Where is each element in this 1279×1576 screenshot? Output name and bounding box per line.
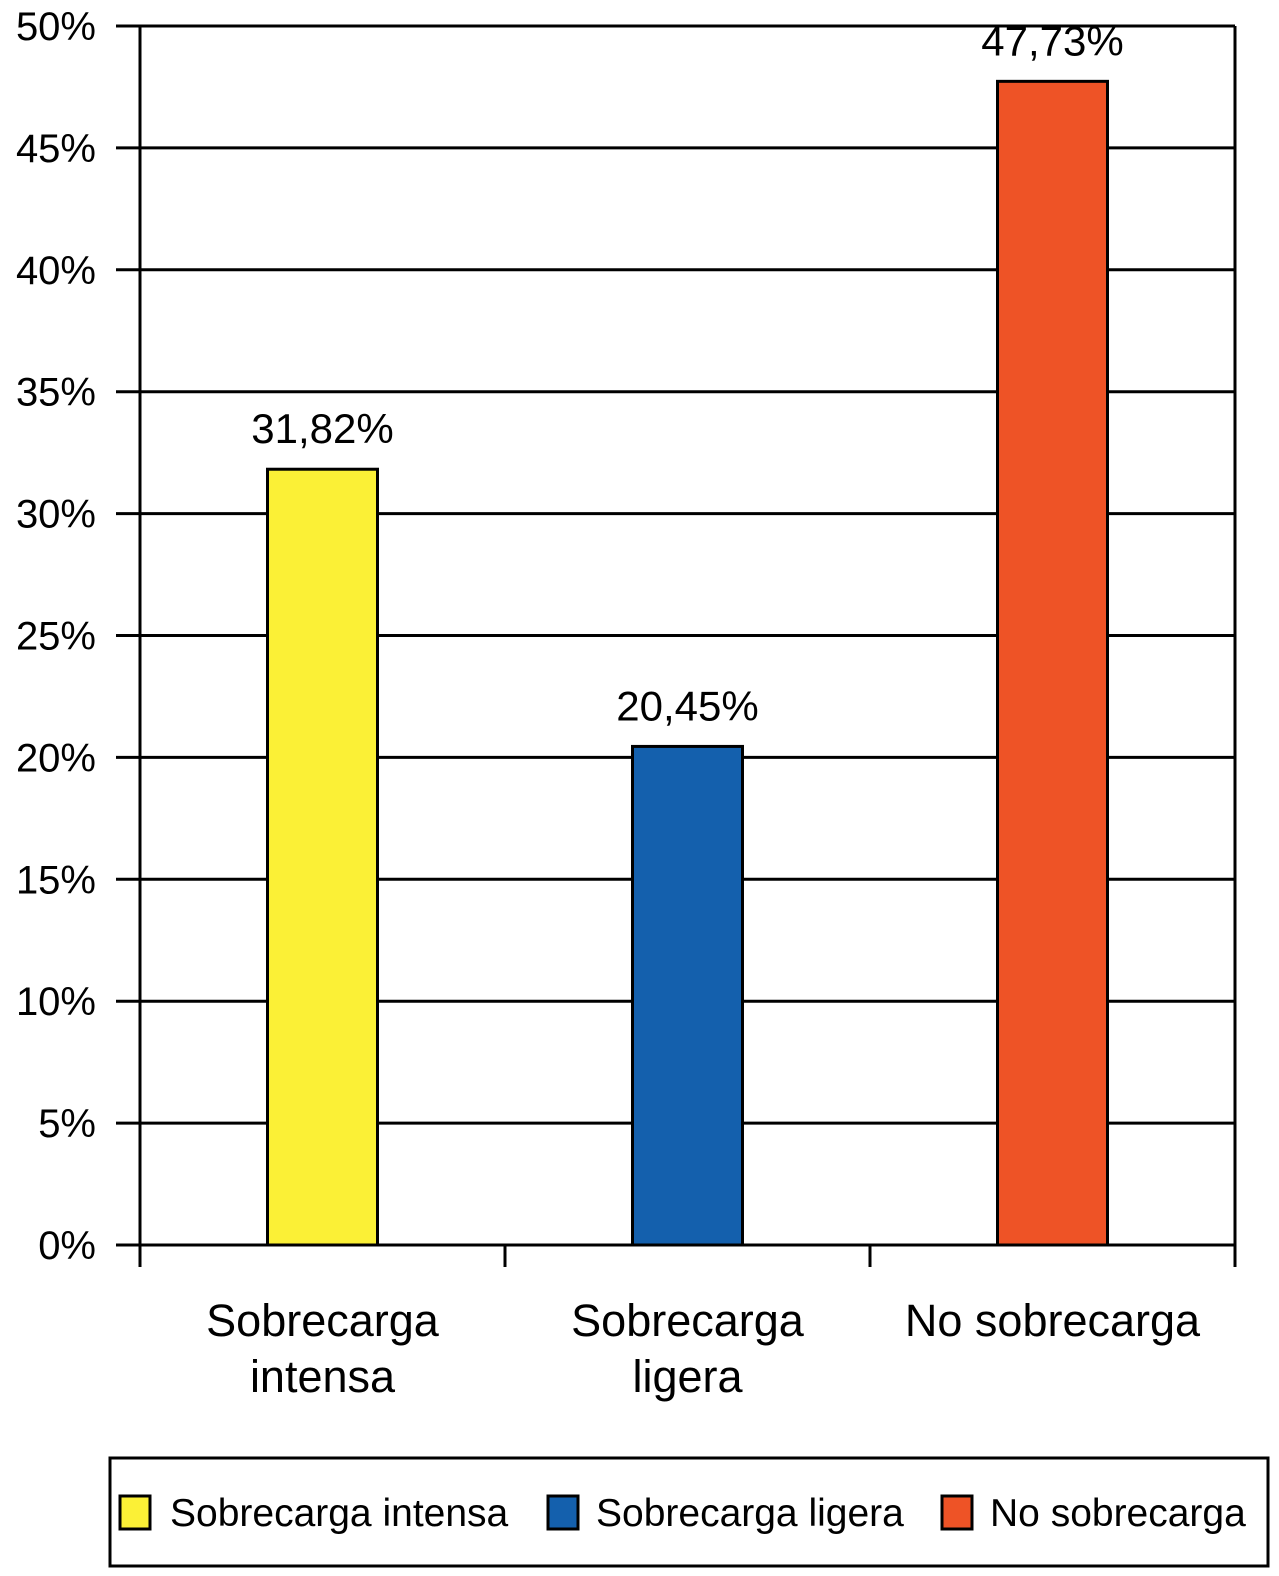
data-label: 47,73% xyxy=(981,17,1123,64)
legend-box xyxy=(108,1456,1270,1568)
x-category-label: Sobrecarga intensa xyxy=(206,1295,440,1402)
y-tick-label: 40% xyxy=(16,249,96,293)
y-tick-label: 30% xyxy=(16,493,96,537)
y-axis-tick-labels: 0% 5% 10% 15% 20% 25% 30% 35% 40% 45% 50% xyxy=(16,5,96,1268)
x-category-label-line: No sobrecarga xyxy=(905,1295,1201,1346)
bar-1 xyxy=(266,467,379,1247)
y-tick-label: 20% xyxy=(16,736,96,780)
y-tick-label: 50% xyxy=(16,5,96,49)
legend-swatch xyxy=(940,1494,974,1531)
x-category-label-line: Sobrecarga xyxy=(206,1295,440,1346)
x-category-label-line: Sobrecarga xyxy=(571,1295,805,1346)
y-tick-label: 35% xyxy=(16,371,96,415)
x-category-label: No sobrecarga xyxy=(905,1295,1201,1346)
y-tick-label: 5% xyxy=(38,1102,96,1146)
legend-label: No sobrecarga xyxy=(990,1492,1246,1535)
data-label: 31,82% xyxy=(251,405,393,452)
bar-3 xyxy=(996,79,1109,1247)
bars xyxy=(266,79,1109,1247)
x-category-label-line: intensa xyxy=(250,1351,396,1402)
y-tick-label: 0% xyxy=(38,1224,96,1268)
legend-label: Sobrecarga ligera xyxy=(596,1492,904,1535)
x-category-label-line: ligera xyxy=(632,1351,743,1402)
data-label: 20,45% xyxy=(616,682,758,729)
legend: Sobrecarga intensa Sobrecarga ligera No so… xyxy=(108,1456,1270,1568)
legend-label: Sobrecarga intensa xyxy=(170,1492,509,1535)
legend-swatch xyxy=(546,1494,580,1531)
y-tick-label: 10% xyxy=(16,980,96,1024)
data-labels: 31,82% 20,45% 47,73% xyxy=(251,17,1123,729)
legend-swatch xyxy=(118,1494,152,1531)
axes xyxy=(138,26,1237,1267)
bar-2 xyxy=(631,744,744,1247)
y-tick-label: 45% xyxy=(16,127,96,171)
y-tick-label: 15% xyxy=(16,858,96,902)
x-category-label: Sobrecarga ligera xyxy=(571,1295,805,1402)
y-tick-label: 25% xyxy=(16,615,96,659)
